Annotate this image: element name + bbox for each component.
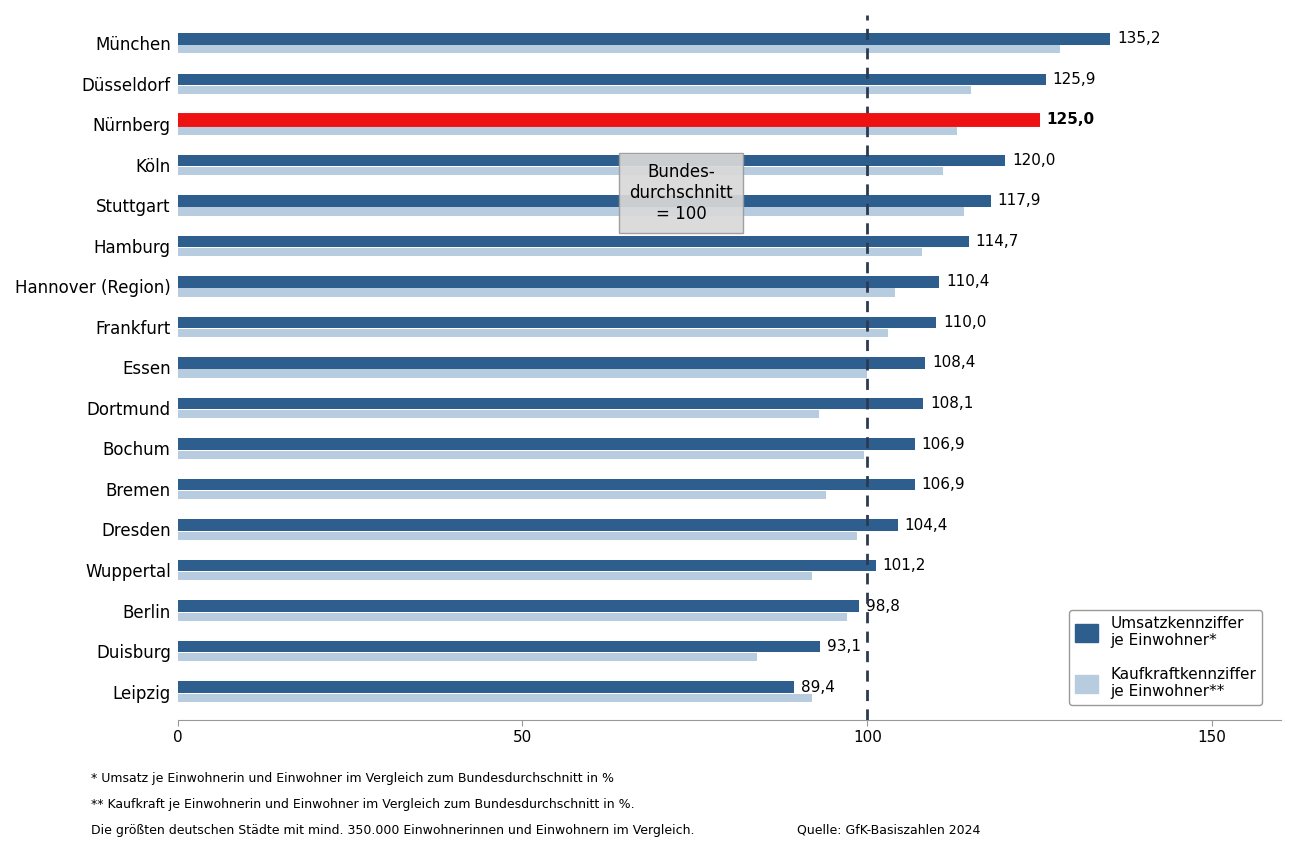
Text: 93,1: 93,1 (827, 639, 861, 654)
Bar (178, 641, 819, 652)
Bar (178, 329, 888, 337)
Bar (178, 167, 943, 175)
Bar (178, 358, 925, 369)
Bar (178, 572, 813, 580)
Text: 114,7: 114,7 (976, 234, 1019, 249)
Text: Die größten deutschen Städte mit mind. 350.000 Einwohnerinnen und Einwohnern im : Die größten deutschen Städte mit mind. 3… (91, 823, 695, 836)
Bar (178, 370, 867, 378)
Text: * Umsatz je Einwohnerin und Einwohner im Vergleich zum Bundesdurchschnitt in %: * Umsatz je Einwohnerin und Einwohner im… (91, 772, 614, 785)
Bar (178, 438, 915, 449)
Bar (178, 491, 826, 499)
Text: 135,2: 135,2 (1117, 31, 1160, 47)
Bar (178, 236, 968, 247)
Text: 125,9: 125,9 (1052, 72, 1096, 87)
Bar (178, 397, 923, 410)
Bar (178, 46, 1060, 54)
Text: 89,4: 89,4 (801, 680, 835, 695)
Bar (178, 479, 915, 490)
Text: ** Kaufkraft je Einwohnerin und Einwohner im Vergleich zum Bundesdurchschnitt in: ** Kaufkraft je Einwohnerin und Einwohne… (91, 797, 634, 810)
Bar (178, 450, 864, 459)
Bar (178, 33, 1109, 45)
Bar (178, 682, 794, 693)
Bar (178, 289, 894, 296)
Text: 106,9: 106,9 (921, 436, 966, 452)
Legend: Umsatzkennziffer
je Einwohner*, Kaufkraftkennziffer
je Einwohner**: Umsatzkennziffer je Einwohner*, Kaufkraf… (1069, 610, 1262, 705)
Bar (178, 317, 936, 328)
Text: 117,9: 117,9 (998, 194, 1041, 208)
Bar (178, 73, 1046, 85)
Bar (178, 613, 846, 620)
Text: 108,1: 108,1 (931, 396, 973, 411)
Text: 110,0: 110,0 (943, 315, 986, 330)
Bar (178, 195, 990, 206)
Bar (178, 560, 876, 571)
Bar (178, 207, 964, 215)
Text: 104,4: 104,4 (905, 518, 947, 532)
Text: 101,2: 101,2 (883, 558, 925, 573)
Bar (178, 653, 757, 661)
Text: 106,9: 106,9 (921, 477, 966, 492)
Text: Quelle: GfK-Basiszahlen 2024: Quelle: GfK-Basiszahlen 2024 (797, 823, 980, 836)
Bar (178, 126, 956, 135)
Bar (178, 155, 1006, 166)
Bar (178, 410, 819, 418)
Text: Bundes-
durchschnitt
= 100: Bundes- durchschnitt = 100 (630, 163, 734, 223)
Bar (178, 600, 859, 612)
Text: 125,0: 125,0 (1047, 112, 1095, 127)
Text: 108,4: 108,4 (932, 355, 976, 371)
Text: 98,8: 98,8 (866, 599, 899, 613)
Text: 120,0: 120,0 (1012, 153, 1055, 168)
Bar (178, 86, 971, 94)
Bar (178, 519, 898, 530)
Bar (178, 248, 923, 256)
Text: 110,4: 110,4 (946, 275, 989, 289)
Bar (178, 276, 940, 288)
Bar (178, 694, 813, 702)
Bar (178, 531, 857, 540)
